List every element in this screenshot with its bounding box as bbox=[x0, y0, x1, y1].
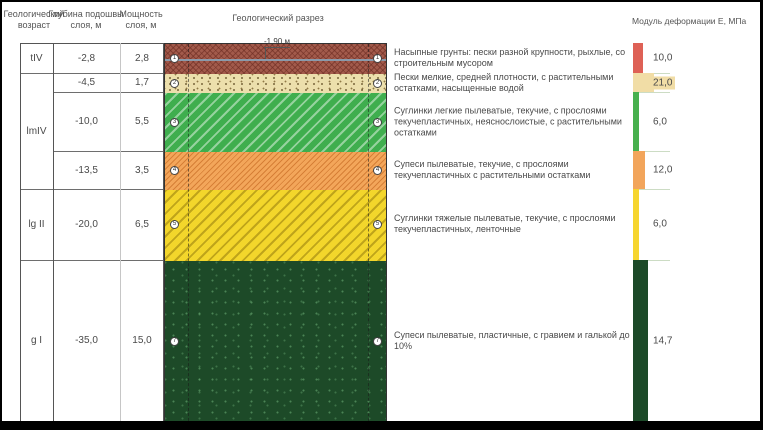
modulus-value: 21,0 bbox=[650, 76, 676, 90]
depth-cell: -35,0 bbox=[75, 335, 98, 347]
borehole-line-left bbox=[188, 44, 189, 421]
column-header-depth: Глубина подошвы слоя, м bbox=[48, 9, 124, 31]
table-col-divider-age bbox=[53, 43, 54, 421]
layer-number-badge: 3 bbox=[170, 117, 179, 127]
table-col-divider-depth bbox=[120, 43, 121, 421]
table-row-divider bbox=[53, 151, 164, 153]
column-header-modulus: Модуль деформации Е, МПа bbox=[632, 16, 747, 26]
layer-description: Супеси пылеватые, текучие, с прослоями т… bbox=[394, 159, 591, 181]
groundwater-line bbox=[165, 59, 386, 61]
layer-patch-2 bbox=[165, 74, 386, 93]
layer-patch-3 bbox=[165, 92, 386, 153]
layer-patch-7 bbox=[165, 260, 386, 421]
modulus-bar bbox=[633, 151, 645, 190]
age-cell: lmIV bbox=[26, 125, 47, 137]
thickness-cell: 15,0 bbox=[132, 335, 152, 347]
layer-number-badge: 4 bbox=[170, 166, 179, 176]
layer-number-badge: 5 bbox=[373, 220, 382, 230]
modulus-value: 12,0 bbox=[653, 164, 673, 176]
layer-number-badge: 2 bbox=[373, 78, 382, 88]
age-cell: lg II bbox=[28, 218, 45, 230]
layer-description: Пески мелкие, средней плотности, с расти… bbox=[394, 71, 614, 93]
groundwater-tick bbox=[265, 47, 266, 59]
layer-description: Суглинки легкие пылеватые, текучие, с пр… bbox=[394, 105, 622, 137]
modulus-bar bbox=[633, 259, 648, 421]
groundwater-level-label: -1,90 м bbox=[264, 37, 290, 48]
modulus-bar bbox=[633, 189, 639, 260]
modulus-boundary-line bbox=[633, 422, 670, 423]
column-header-age: Геологический возраст bbox=[3, 9, 65, 31]
borehole-line-right bbox=[368, 44, 369, 421]
depth-cell: -13,5 bbox=[75, 164, 98, 176]
table-row-divider bbox=[20, 189, 164, 191]
layer-description: Суглинки тяжелые пылеватые, текучие, с п… bbox=[394, 213, 616, 235]
modulus-boundary-line bbox=[633, 259, 670, 261]
layer-description: Насыпные грунты: пески разной крупности,… bbox=[394, 47, 626, 69]
modulus-bar bbox=[633, 73, 654, 92]
depth-cell: -20,0 bbox=[75, 218, 98, 230]
layer-number-badge: 4 bbox=[373, 166, 382, 176]
modulus-value: 10,0 bbox=[653, 52, 673, 64]
layer-number-badge: 1 bbox=[373, 54, 382, 64]
layer-number-badge: 7 bbox=[373, 336, 382, 346]
diagram-canvas: 1 1 2 2 3 3 4 4 5 5 7 7 -2,8 2,8 Насыпные грунты: песк… bbox=[2, 2, 760, 421]
depth-cell: -10,0 bbox=[75, 115, 98, 127]
modulus-boundary-line bbox=[633, 91, 670, 93]
table-row-divider bbox=[53, 91, 164, 93]
table-row-divider bbox=[20, 259, 164, 261]
table-border bbox=[20, 43, 164, 421]
age-cell: tIV bbox=[30, 52, 43, 64]
layer-number-badge: 7 bbox=[170, 336, 179, 346]
depth-cell: -2,8 bbox=[77, 52, 96, 64]
modulus-bar bbox=[633, 91, 639, 152]
layer-number-badge: 1 bbox=[170, 54, 179, 64]
thickness-cell: 2,8 bbox=[135, 52, 149, 64]
cross-section: 1 1 2 2 3 3 4 4 5 5 7 7 bbox=[164, 43, 387, 421]
thickness-cell: 6,5 bbox=[135, 218, 149, 230]
layer-number-badge: 2 bbox=[170, 78, 179, 88]
layer-number-badge: 3 bbox=[373, 117, 382, 127]
layer-patch-4 bbox=[165, 152, 386, 191]
layer-patch-5 bbox=[165, 190, 386, 261]
section-title: Геологический разрез bbox=[232, 13, 324, 23]
depth-cell: -4,5 bbox=[77, 77, 96, 89]
thickness-cell: 5,5 bbox=[135, 115, 149, 127]
age-cell: g I bbox=[30, 335, 43, 347]
modulus-value: 6,0 bbox=[653, 116, 667, 127]
modulus-bar bbox=[633, 43, 643, 74]
thickness-cell: 1,7 bbox=[135, 77, 149, 89]
layer-number-badge: 5 bbox=[170, 220, 179, 230]
modulus-value: 14,7 bbox=[653, 335, 673, 347]
modulus-boundary-line bbox=[633, 189, 670, 191]
layer-description: Супеси пылеватые, пластичные, с гравием … bbox=[394, 329, 630, 351]
thickness-cell: 3,5 bbox=[135, 164, 149, 176]
modulus-value: 6,0 bbox=[653, 218, 667, 230]
modulus-boundary-line bbox=[633, 151, 670, 153]
table-row-divider bbox=[20, 73, 164, 75]
column-header-thickness: Мощность слоя, м bbox=[119, 9, 163, 31]
